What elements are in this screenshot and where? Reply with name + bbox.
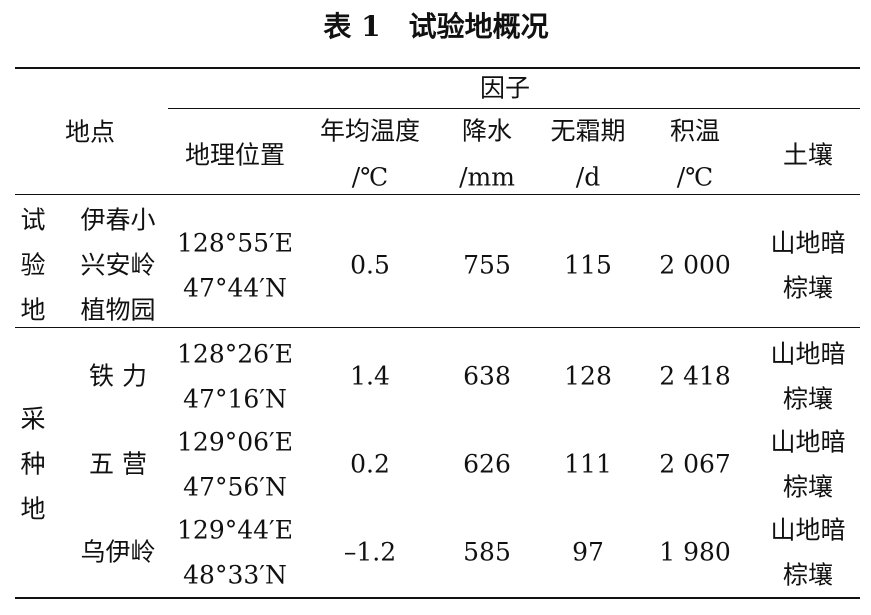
column-name: 降水 — [461, 116, 513, 146]
cell-value: 626 — [463, 449, 511, 479]
site-name: 五 营 — [89, 449, 147, 479]
coordinate: 47°56′N — [183, 472, 287, 501]
coordinate: 47°16′N — [183, 384, 287, 413]
column-name: 年均温度 — [319, 116, 421, 146]
header-factor: 因子 — [479, 73, 531, 103]
site-name: 铁 力 — [89, 361, 147, 391]
cell-value: 97 — [572, 537, 604, 567]
cell-value: 0.5 — [350, 250, 390, 280]
soil: 山地暗 — [770, 427, 846, 456]
cell-value: 1 980 — [659, 537, 731, 567]
soil: 山地暗 — [770, 515, 846, 544]
coordinate: 129°06′E — [177, 427, 293, 456]
column-name: 无霜期 — [550, 116, 626, 146]
soil: 棕壤 — [782, 384, 834, 413]
soil: 棕壤 — [782, 273, 834, 302]
group-name: 试验地 — [20, 205, 46, 325]
table-title: 表 1 试验地概况 — [323, 10, 549, 43]
top-rule — [15, 67, 860, 69]
column-unit: /d — [575, 162, 601, 192]
column-unit: /℃ — [676, 162, 714, 192]
header-location: 地点 — [64, 117, 116, 147]
cell-value: 0.2 — [350, 449, 390, 479]
header-rule — [15, 194, 860, 195]
column-name: 地理位置 — [184, 140, 286, 170]
site-name: 兴安岭 — [80, 250, 156, 280]
cell-value: 638 — [463, 361, 511, 391]
column-unit: /mm — [459, 162, 515, 192]
coordinate: 48°33′N — [183, 560, 287, 589]
column-unit: /℃ — [351, 162, 389, 192]
cell-value: 2 000 — [659, 250, 731, 280]
group-name: 采种地 — [20, 404, 46, 524]
coordinate: 129°44′E — [177, 515, 293, 544]
cell-value: –1.2 — [343, 537, 397, 567]
cell-value: 2 418 — [659, 361, 731, 391]
cell-value: 585 — [463, 537, 511, 567]
cell-value: 1.4 — [350, 361, 390, 391]
site-name: 伊春小 — [80, 205, 156, 235]
site-name: 乌伊岭 — [80, 537, 156, 567]
column-name: 土壤 — [782, 140, 834, 170]
site-name: 植物园 — [80, 295, 156, 325]
cell-value: 111 — [564, 449, 612, 479]
cell-value: 128 — [564, 361, 612, 391]
coordinate: 128°26′E — [177, 339, 293, 368]
cell-value: 755 — [463, 250, 511, 280]
group-rule — [15, 327, 860, 328]
column-name: 积温 — [669, 116, 721, 146]
soil: 棕壤 — [782, 560, 834, 589]
cell-value: 115 — [564, 250, 612, 280]
coordinate: 47°44′N — [183, 273, 287, 302]
factor-rule — [168, 108, 860, 109]
bottom-rule — [15, 597, 860, 599]
soil: 山地暗 — [770, 339, 846, 368]
soil: 棕壤 — [782, 472, 834, 501]
cell-value: 2 067 — [659, 449, 731, 479]
soil: 山地暗 — [770, 228, 846, 257]
coordinate: 128°55′E — [177, 228, 293, 257]
